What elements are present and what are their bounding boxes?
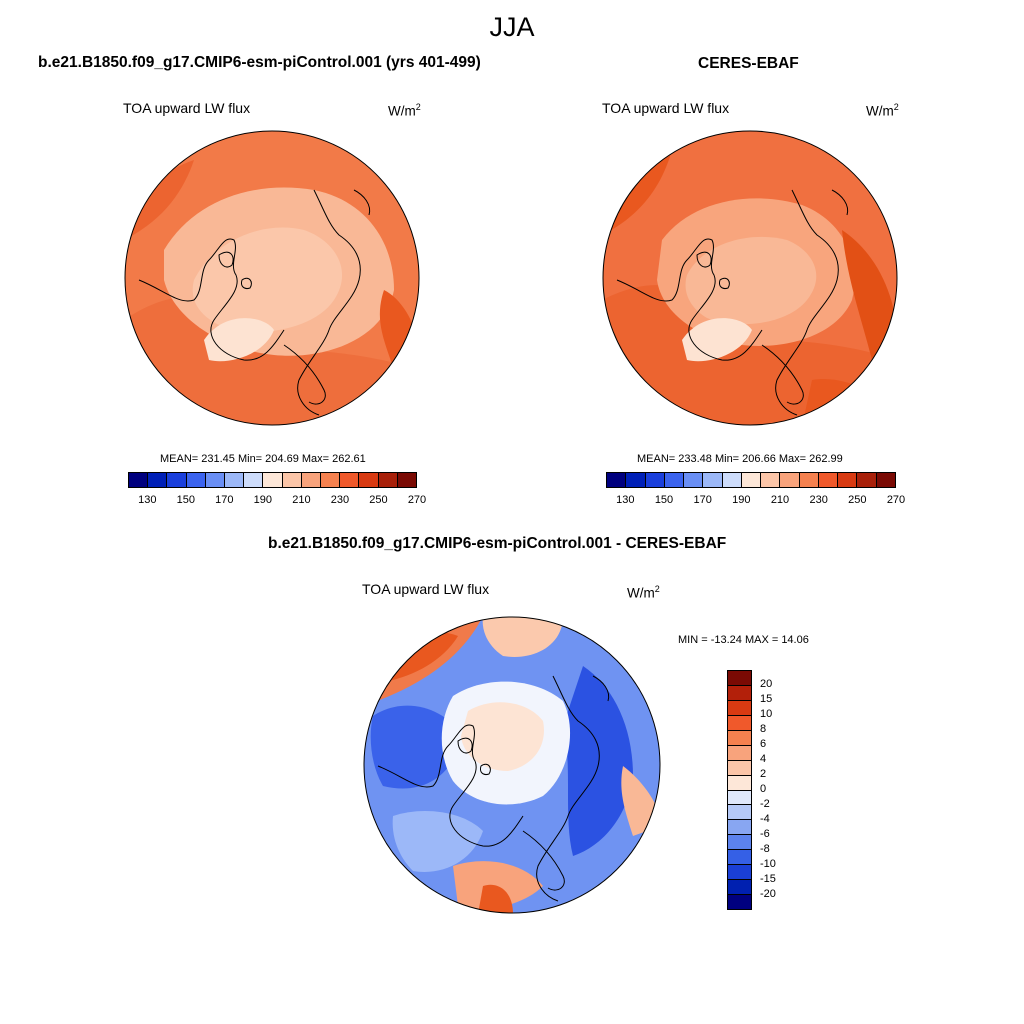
colorbar-swatch <box>645 473 665 487</box>
colorbar-swatch <box>129 473 149 487</box>
colorbar-tick-label: 190 <box>732 494 751 506</box>
model-colorbar <box>128 472 417 488</box>
colorbar-swatch <box>728 730 751 746</box>
colorbar-tick-label: -4 <box>760 813 770 825</box>
colorbar-swatch <box>728 715 751 731</box>
colorbar-swatch <box>397 473 417 487</box>
model-stats: MEAN= 231.45 Min= 204.69 Max= 262.61 <box>160 453 366 465</box>
colorbar-swatch <box>186 473 206 487</box>
model-units: W/m2 <box>388 102 421 119</box>
colorbar-swatch <box>741 473 762 487</box>
colorbar-tick-label: 130 <box>138 494 157 506</box>
colorbar-swatch <box>607 473 627 487</box>
colorbar-swatch <box>780 473 800 487</box>
diff-stats: MIN = -13.24 MAX = 14.06 <box>678 634 809 646</box>
colorbar-tick-label: 20 <box>760 678 773 690</box>
colorbar-swatch <box>728 850 751 866</box>
colorbar-swatch <box>321 473 341 487</box>
colorbar-tick-label: 230 <box>330 494 350 506</box>
colorbar-swatch <box>728 700 751 716</box>
colorbar-tick-label: 250 <box>848 494 867 506</box>
colorbar-tick-label: 4 <box>760 753 767 765</box>
diff-polar-map <box>363 616 661 914</box>
colorbar-swatch <box>205 473 226 487</box>
main-title: JJA <box>489 12 535 42</box>
colorbar-swatch <box>857 473 877 487</box>
model-polar-map <box>124 130 420 426</box>
colorbar-tick-label: 230 <box>809 494 828 506</box>
diff-case-title: b.e21.B1850.f09_g17.CMIP6-esm-piControl.… <box>268 535 727 552</box>
colorbar-tick-label: -15 <box>760 873 776 885</box>
colorbar-swatch <box>722 473 742 487</box>
colorbar-swatch <box>244 473 264 487</box>
obs-stats: MEAN= 233.48 Min= 206.66 Max= 262.99 <box>637 453 843 465</box>
colorbar-swatch <box>728 865 751 881</box>
colorbar-tick-label: 15 <box>760 693 773 705</box>
obs-colorbar <box>606 472 896 488</box>
obs-variable-label: TOA upward LW flux <box>602 100 730 116</box>
colorbar-swatch <box>728 820 751 836</box>
obs-units: W/m2 <box>866 102 899 119</box>
colorbar-tick-label: 170 <box>215 494 234 506</box>
obs-colorbar-ticks: 130 150 170 190 210 230 250 270 <box>606 494 905 508</box>
colorbar-tick-label: 250 <box>369 494 388 506</box>
colorbar-tick-label: 8 <box>760 723 767 735</box>
model-case-title: b.e21.B1850.f09_g17.CMIP6-esm-piControl.… <box>38 54 481 71</box>
colorbar-swatch <box>282 473 302 487</box>
model-variable-label: TOA upward LW flux <box>123 100 251 116</box>
colorbar-swatch <box>263 473 283 487</box>
colorbar-swatch <box>728 685 751 701</box>
colorbar-tick-label: -6 <box>760 828 770 840</box>
colorbar-tick-label: 210 <box>292 494 311 506</box>
colorbar-swatch <box>728 805 751 821</box>
colorbar-swatch <box>728 671 751 686</box>
colorbar-swatch <box>818 473 839 487</box>
colorbar-swatch <box>728 775 751 791</box>
diff-variable-label: TOA upward LW flux <box>362 581 490 597</box>
colorbar-swatch <box>167 473 187 487</box>
colorbar-tick-label: 170 <box>693 494 712 506</box>
obs-case-title: CERES-EBAF <box>698 55 799 72</box>
colorbar-tick-label: -10 <box>760 858 776 870</box>
colorbar-tick-label: 6 <box>760 738 767 750</box>
colorbar-tick-label: 150 <box>654 494 674 506</box>
colorbar-swatch <box>378 473 398 487</box>
colorbar-swatch <box>626 473 646 487</box>
colorbar-tick-label: 2 <box>760 768 767 780</box>
colorbar-swatch <box>148 473 168 487</box>
colorbar-tick-label: -8 <box>760 843 770 855</box>
colorbar-swatch <box>761 473 781 487</box>
model-colorbar-ticks: 130 150 170 190 210 230 250 270 <box>128 494 426 508</box>
colorbar-tick-label: 0 <box>760 783 767 795</box>
colorbar-swatch <box>703 473 723 487</box>
colorbar-tick-label: -2 <box>760 798 770 810</box>
obs-polar-map <box>602 130 898 426</box>
colorbar-tick-label: 10 <box>760 708 773 720</box>
colorbar-tick-label: 210 <box>770 494 790 506</box>
colorbar-swatch <box>876 473 895 487</box>
colorbar-swatch <box>838 473 858 487</box>
diff-units: W/m2 <box>627 584 660 601</box>
colorbar-swatch <box>728 790 751 806</box>
colorbar-tick-label: 270 <box>407 494 427 506</box>
colorbar-swatch <box>359 473 379 487</box>
colorbar-swatch <box>728 760 751 776</box>
colorbar-swatch <box>799 473 819 487</box>
colorbar-swatch <box>728 835 751 851</box>
colorbar-swatch <box>684 473 704 487</box>
colorbar-tick-label: 130 <box>616 494 635 506</box>
colorbar-swatch <box>728 880 751 896</box>
colorbar-tick-label: 150 <box>176 494 195 506</box>
colorbar-tick-label: -20 <box>760 888 776 900</box>
colorbar-tick-label: 270 <box>886 494 906 506</box>
colorbar-swatch <box>728 895 751 909</box>
colorbar-swatch <box>340 473 360 487</box>
colorbar-swatch <box>301 473 322 487</box>
colorbar-tick-label: 190 <box>253 494 273 506</box>
colorbar-swatch <box>728 745 751 761</box>
colorbar-swatch <box>225 473 245 487</box>
diff-colorbar <box>727 670 752 910</box>
colorbar-swatch <box>664 473 685 487</box>
